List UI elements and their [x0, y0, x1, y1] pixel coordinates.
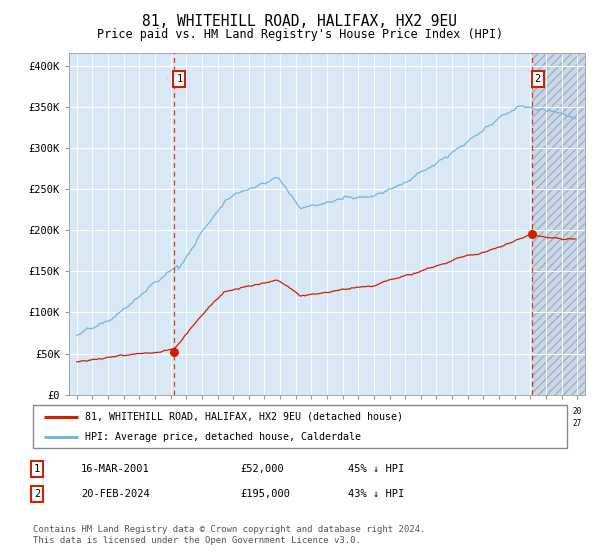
Text: 18: 18: [432, 419, 441, 428]
Text: 20: 20: [369, 407, 379, 416]
Text: 20: 20: [338, 407, 347, 416]
Text: 20: 20: [322, 407, 332, 416]
Text: 02: 02: [182, 419, 191, 428]
Text: 24: 24: [526, 419, 535, 428]
Text: 2: 2: [34, 489, 40, 499]
Text: 15: 15: [385, 419, 394, 428]
Text: 20-FEB-2024: 20-FEB-2024: [81, 489, 150, 499]
Bar: [532, 53, 585, 395]
Text: 04: 04: [213, 419, 222, 428]
Text: 19: 19: [103, 407, 113, 416]
Text: 25: 25: [541, 419, 551, 428]
Text: 10: 10: [307, 419, 316, 428]
Text: 27: 27: [572, 419, 582, 428]
Text: 13: 13: [353, 419, 363, 428]
Text: 98: 98: [119, 419, 128, 428]
Text: 20: 20: [416, 407, 425, 416]
Text: 45% ↓ HPI: 45% ↓ HPI: [348, 464, 404, 474]
Text: 20: 20: [463, 419, 472, 428]
Text: 20: 20: [166, 407, 175, 416]
Text: 43% ↓ HPI: 43% ↓ HPI: [348, 489, 404, 499]
Text: £195,000: £195,000: [240, 489, 290, 499]
Text: 03: 03: [197, 419, 206, 428]
Text: 97: 97: [103, 419, 113, 428]
Text: 22: 22: [494, 419, 503, 428]
Text: 20: 20: [541, 407, 551, 416]
Text: 14: 14: [369, 419, 379, 428]
FancyBboxPatch shape: [33, 405, 567, 448]
Text: 17: 17: [416, 419, 425, 428]
Text: 20: 20: [572, 407, 582, 416]
Text: 95: 95: [72, 419, 82, 428]
Text: 20: 20: [479, 407, 488, 416]
Text: 99: 99: [135, 419, 144, 428]
Text: Price paid vs. HM Land Registry's House Price Index (HPI): Price paid vs. HM Land Registry's House …: [97, 28, 503, 41]
Text: 23: 23: [510, 419, 519, 428]
Text: 20: 20: [401, 407, 410, 416]
Text: 19: 19: [119, 407, 128, 416]
Bar: [532, 53, 585, 395]
Text: 07: 07: [260, 419, 269, 428]
Text: 16: 16: [401, 419, 410, 428]
Text: 81, WHITEHILL ROAD, HALIFAX, HX2 9EU (detached house): 81, WHITEHILL ROAD, HALIFAX, HX2 9EU (de…: [85, 412, 403, 422]
Text: 20: 20: [526, 407, 535, 416]
Text: 06: 06: [244, 419, 253, 428]
Text: 20: 20: [557, 407, 566, 416]
Text: 20: 20: [353, 407, 363, 416]
Text: 19: 19: [135, 407, 144, 416]
Text: 96: 96: [88, 419, 97, 428]
Text: 20: 20: [244, 407, 253, 416]
Text: 12: 12: [338, 419, 347, 428]
Text: 81, WHITEHILL ROAD, HALIFAX, HX2 9EU: 81, WHITEHILL ROAD, HALIFAX, HX2 9EU: [143, 14, 458, 29]
Text: 20: 20: [463, 407, 472, 416]
Text: 09: 09: [291, 419, 301, 428]
Text: 20: 20: [229, 407, 238, 416]
Text: 2: 2: [535, 74, 541, 84]
Text: 11: 11: [322, 419, 332, 428]
Text: 20: 20: [291, 407, 301, 416]
Text: 20: 20: [307, 407, 316, 416]
Text: 1: 1: [34, 464, 40, 474]
Text: 20: 20: [213, 407, 222, 416]
Text: 19: 19: [72, 407, 82, 416]
Text: 21: 21: [479, 419, 488, 428]
Text: 19: 19: [88, 407, 97, 416]
Text: 20: 20: [275, 407, 285, 416]
Text: 05: 05: [229, 419, 238, 428]
Text: 01: 01: [166, 419, 175, 428]
Text: 19: 19: [448, 419, 457, 428]
Text: £52,000: £52,000: [240, 464, 284, 474]
Text: 20: 20: [182, 407, 191, 416]
Text: 00: 00: [151, 419, 160, 428]
Text: 20: 20: [385, 407, 394, 416]
Text: 20: 20: [510, 407, 519, 416]
Text: 20: 20: [494, 407, 503, 416]
Text: 20: 20: [260, 407, 269, 416]
Text: 20: 20: [197, 407, 206, 416]
Text: 20: 20: [151, 407, 160, 416]
Text: 1: 1: [176, 74, 182, 84]
Text: 26: 26: [557, 419, 566, 428]
Text: 20: 20: [432, 407, 441, 416]
Text: Contains HM Land Registry data © Crown copyright and database right 2024.
This d: Contains HM Land Registry data © Crown c…: [33, 525, 425, 545]
Text: 20: 20: [448, 407, 457, 416]
Text: 16-MAR-2001: 16-MAR-2001: [81, 464, 150, 474]
Text: 08: 08: [275, 419, 285, 428]
Text: HPI: Average price, detached house, Calderdale: HPI: Average price, detached house, Cald…: [85, 432, 361, 441]
